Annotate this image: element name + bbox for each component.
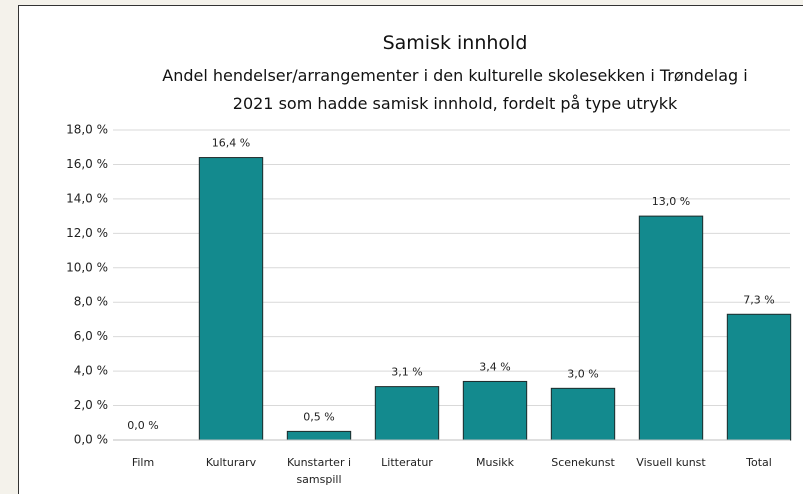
data-label: 0,0 %	[127, 419, 158, 432]
chart-subtitle: Andel hendelser/arrangementer i den kult…	[162, 66, 748, 113]
y-tick-label: 14,0 %	[66, 191, 108, 205]
data-label: 0,5 %	[303, 410, 334, 423]
y-tick-label: 4,0 %	[74, 364, 108, 378]
x-tick-label: Visuell kunst	[636, 456, 706, 469]
bar	[726, 313, 792, 441]
data-label: 3,0 %	[567, 367, 598, 380]
x-tick-label: Kunstarter i samspill	[286, 456, 352, 486]
x-tick-label: Total	[746, 456, 772, 469]
chart-title: Samisk innhold	[382, 32, 528, 54]
y-tick-label: 2,0 %	[74, 398, 108, 412]
bar	[550, 387, 616, 441]
bar	[286, 430, 352, 441]
x-tick-label: Musikk	[476, 456, 514, 469]
y-tick-label: 12,0 %	[66, 226, 108, 240]
data-label: 3,1 %	[391, 366, 422, 379]
y-tick-label: 6,0 %	[74, 329, 108, 343]
y-tick-label: 18,0 %	[66, 123, 108, 137]
y-tick-label: 10,0 %	[66, 260, 108, 274]
data-label: 13,0 %	[652, 195, 690, 208]
data-label: 7,3 %	[743, 293, 774, 306]
bar	[462, 380, 528, 441]
y-tick-label: 16,0 %	[66, 157, 108, 171]
bar	[638, 215, 704, 441]
y-tick-label: 8,0 %	[74, 295, 108, 309]
x-tick-label: Litteratur	[381, 456, 433, 469]
bar	[374, 386, 440, 441]
data-label: 16,4 %	[212, 137, 250, 150]
x-tick-label: Film	[131, 456, 155, 469]
bar	[198, 157, 264, 441]
x-tick-label: Kulturarv	[205, 456, 257, 469]
data-label: 3,4 %	[479, 360, 510, 373]
x-tick-label: Scenekunst	[551, 456, 615, 469]
y-tick-label: 0,0 %	[74, 433, 108, 447]
